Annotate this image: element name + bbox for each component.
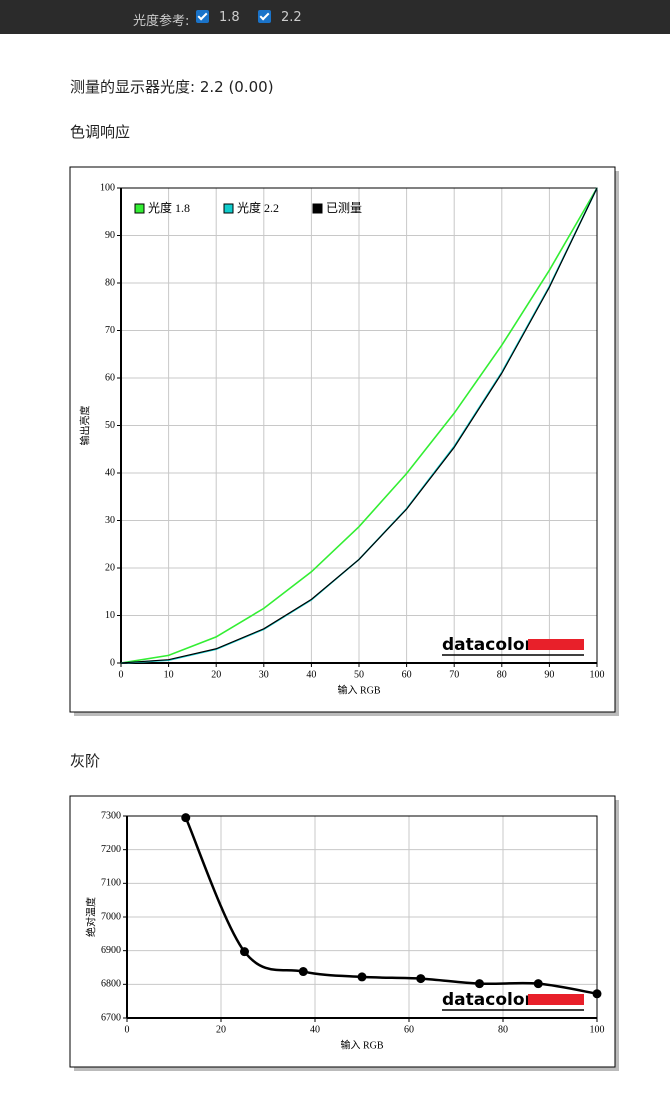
section-title: 色调响应 [70,123,131,141]
x-axis-label: 输入 RGB [340,1038,383,1051]
x-tick-label: 60 [404,1024,414,1035]
x-tick-label: 100 [590,1024,605,1035]
watermark: datacolor [442,990,534,1010]
x-tick-label: 90 [544,669,554,680]
x-tick-label: 0 [125,1024,130,1035]
data-point [592,989,602,999]
y-tick-label: 60 [105,372,115,383]
y-tick-label: 7200 [101,844,121,855]
x-tick-label: 50 [354,669,364,680]
chart-frame [69,795,616,1068]
y-tick-label: 90 [105,230,115,241]
legend-swatch [223,203,234,214]
checkbox[interactable] [258,10,271,23]
x-tick-label: 100 [590,669,605,680]
legend-swatch [134,203,145,214]
y-tick-label: 7300 [101,810,121,821]
x-tick-label: 10 [164,669,174,680]
data-point [240,947,249,957]
toolbar: 光度参考: 1.8 2.2 [0,0,670,34]
line-series [120,187,598,664]
data-point [533,979,543,989]
x-tick-label: 80 [497,669,507,680]
chart-frame [69,166,616,713]
y-axis-label: 输出亮度 [78,406,91,446]
y-tick-label: 30 [105,515,115,526]
watermark-bar [528,994,584,1005]
y-tick-label: 40 [105,467,115,478]
y-tick-label: 50 [105,420,115,431]
y-tick-label: 0 [110,657,115,668]
legend-label: 光度 1.8 [148,200,190,215]
data-point [416,974,426,984]
x-tick-label: 40 [310,1024,320,1035]
y-tick-label: 7000 [101,911,121,922]
y-tick-label: 6700 [101,1012,121,1023]
data-point [181,813,191,823]
checkbox-label[interactable]: 2.2 [281,10,302,25]
line-series [120,187,598,664]
legend-swatch [312,203,323,214]
legend-label: 已测量 [326,201,362,215]
y-tick-label: 6900 [101,945,121,956]
line-series [184,817,598,995]
x-tick-label: 70 [449,669,459,680]
heading: 测量的显示器光度: 2.2 (0.00) [70,78,274,96]
x-tick-label: 20 [211,669,221,680]
toolbar-label: 光度参考: [133,14,190,29]
data-point [475,979,484,989]
y-tick-label: 70 [105,325,115,336]
x-axis-label: 输入 RGB [337,683,380,696]
x-tick-label: 60 [402,669,412,680]
y-tick-label: 7100 [101,878,121,889]
y-tick-label: 100 [100,182,115,193]
y-tick-label: 10 [105,610,115,621]
y-tick-label: 20 [105,562,115,573]
x-tick-label: 30 [259,669,269,680]
checkbox-label[interactable]: 1.8 [219,10,240,25]
data-point [357,972,367,982]
y-tick-label: 6800 [101,979,121,990]
legend-label: 光度 2.2 [237,200,279,215]
x-tick-label: 0 [119,669,124,680]
x-tick-label: 80 [498,1024,508,1035]
watermark-bar [528,639,584,650]
y-axis-label: 绝对温度 [84,897,97,937]
watermark: datacolor [442,635,534,655]
checkbox[interactable] [196,10,209,23]
data-point [298,967,308,977]
x-tick-label: 40 [306,669,316,680]
section-title: 灰阶 [70,752,101,770]
x-tick-label: 20 [216,1024,226,1035]
y-tick-label: 80 [105,277,115,288]
